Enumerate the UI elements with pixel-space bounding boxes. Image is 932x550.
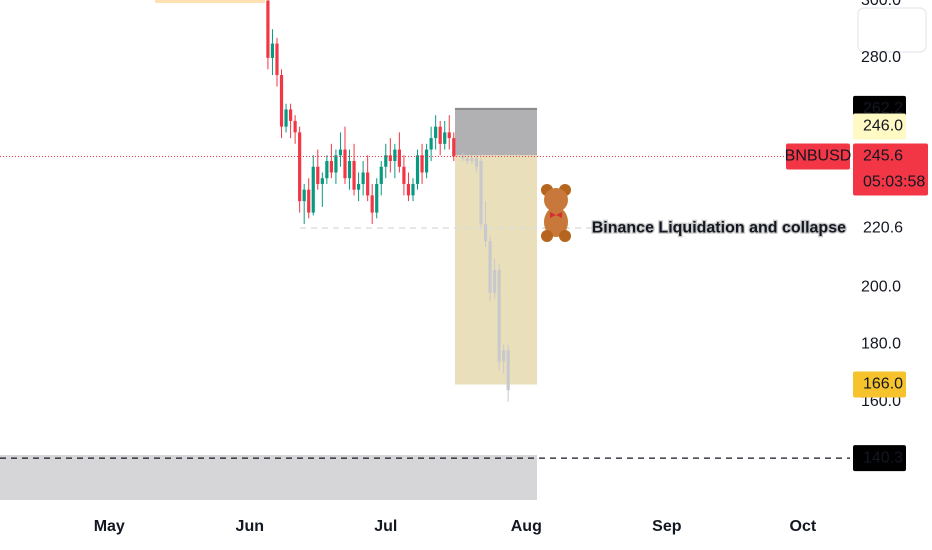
candle-body [506,350,510,391]
candle-body [266,0,270,58]
gray-zone [0,455,537,500]
candle-body [366,172,370,196]
candle-body [447,132,451,139]
candle-body [415,155,420,184]
candle-body [429,138,433,150]
candle-body [479,161,483,225]
x-tick-label: Aug [511,518,542,535]
candle-body [497,269,501,362]
x-tick-label: Oct [790,518,817,535]
symbol-label: BNBUSD [785,148,852,165]
x-tick-label: May [94,518,125,535]
overlay-box [857,7,927,53]
candle-body [334,155,338,173]
candle-body [424,149,429,173]
candle-body [375,183,379,213]
candle-body [316,166,320,184]
price-tag [853,371,906,398]
candle-body [329,161,333,173]
candle-body [379,166,383,184]
candle-body [270,43,275,58]
candle-body [443,132,447,144]
candle-body [384,155,388,167]
last-price-label: 245.6 [863,148,903,165]
price-label: 166.0 [863,376,903,393]
candle-body [293,120,297,133]
bear-bow [550,212,562,218]
candle-body [311,166,315,213]
bear-paw [541,230,553,242]
candle-body [352,161,356,190]
y-tick-label: 280.0 [861,49,901,66]
candle-body [307,189,311,213]
candle-body [298,132,302,202]
candle-body [302,189,306,202]
candle-body [465,158,469,162]
symbol-tag [786,143,850,170]
bear-paw [559,230,571,242]
bear-sticker [541,184,571,242]
x-tick-label: Sep [652,518,682,535]
candle-body [397,149,401,167]
price-tag [853,215,906,242]
bear-head [544,188,568,212]
last-price-tag [853,143,928,196]
candle-body [347,161,352,179]
orange-drawing [155,0,265,3]
candle-body [284,109,288,127]
candle-body [474,158,479,167]
line-text: Binance Liquidation and collapse [592,219,846,236]
price-tag [853,113,906,140]
price-label: 220.6 [863,219,903,236]
price-label: 262.2 [863,100,903,117]
y-tick-label: 200.0 [861,278,901,295]
candle-body [502,350,506,362]
candle-body [452,138,456,157]
candle-body [483,224,488,242]
candle-body [393,149,397,162]
x-tick-label: Jun [236,518,264,535]
candle-body [388,155,392,162]
candle-body [343,149,347,179]
candle-body [356,183,361,190]
candle-body [288,109,293,121]
candle-body [434,126,438,139]
candle-body [279,75,284,127]
price-label: 140.3 [863,449,903,466]
y-tick-label: 180.0 [861,336,901,353]
price-tag [853,445,906,472]
y-tick-label: 300.0 [861,0,901,9]
stop-zone [455,108,537,156]
x-tick-label: Jul [374,518,397,535]
candle-body [492,269,497,293]
candle-body [370,195,374,213]
candle-body [420,155,424,173]
candle-body [411,183,415,196]
candle-body [338,149,343,156]
candle-body [325,161,329,179]
candle-body [361,172,365,184]
price-label: 246.0 [863,118,903,135]
candle-body [488,241,492,293]
candle-body [320,178,324,184]
candle-body [470,158,474,162]
line-text-bg [652,218,848,239]
candle-body [406,183,411,196]
candle-body [275,43,279,76]
countdown-label: 05:03:58 [863,174,925,191]
candle-body [438,126,442,144]
candle-body [402,166,406,184]
